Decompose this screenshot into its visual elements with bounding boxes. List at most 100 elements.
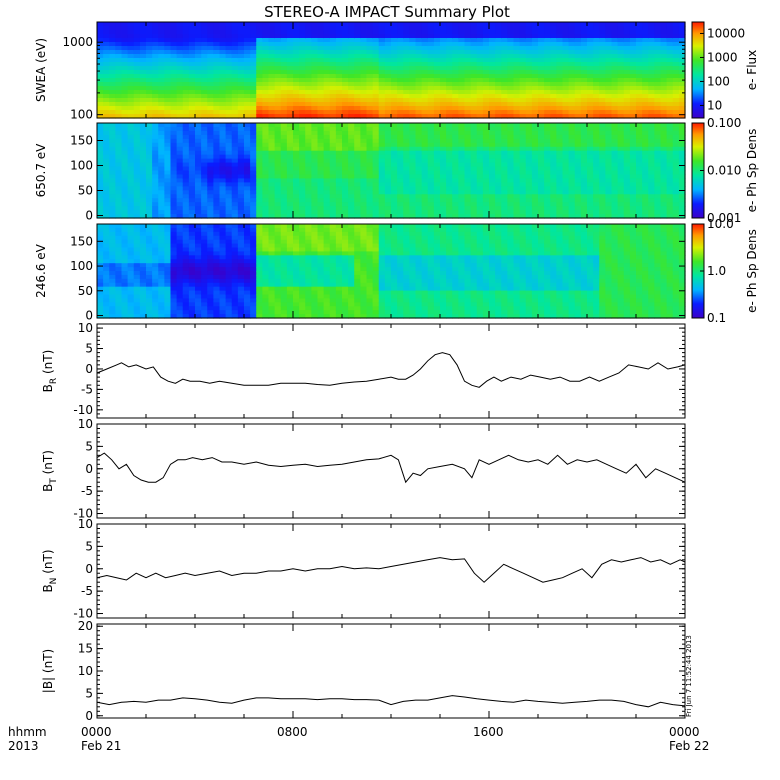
pad650-cell	[133, 178, 141, 183]
pad650-cell	[354, 214, 361, 219]
swea-cell	[262, 110, 270, 115]
swea-cell	[335, 74, 343, 79]
pad650-cell	[182, 170, 190, 176]
swea-cell	[121, 94, 129, 99]
pad650-cell	[262, 210, 270, 215]
pad650-cell	[531, 123, 539, 128]
swea-cell	[274, 70, 282, 75]
pad650-cell	[133, 170, 141, 176]
pad650-cell	[519, 158, 527, 164]
swea-cell	[464, 106, 472, 111]
pad246-cell	[109, 298, 116, 303]
pad650-cell	[617, 162, 625, 168]
pad650-cell	[146, 138, 153, 144]
pad650-cell	[464, 138, 472, 144]
swea-cell	[617, 58, 625, 63]
pad650-cell	[360, 130, 368, 136]
pad650-cell	[305, 202, 312, 207]
pad650-cell	[623, 146, 631, 152]
swea-cell	[188, 74, 196, 79]
pad650-cell	[237, 186, 245, 191]
swea-cell	[121, 102, 129, 107]
swea-cell	[201, 106, 208, 111]
pad246-cell	[121, 251, 129, 256]
swea-cell	[213, 102, 221, 107]
swea-cell	[458, 66, 466, 71]
swea-cell	[323, 46, 331, 51]
swea-cell	[397, 86, 404, 91]
swea-cell	[507, 114, 515, 119]
swea-cell	[580, 78, 588, 83]
swea-cell	[146, 82, 153, 87]
pad650-cell	[611, 214, 619, 219]
pad650-cell	[121, 123, 129, 128]
pad246-cell	[158, 231, 165, 237]
swea-cell	[391, 90, 398, 95]
swea-cell	[286, 58, 294, 63]
swea-cell	[262, 50, 270, 55]
pad650-cell	[574, 174, 582, 180]
pad650-colorbar-tick-label: 0.010	[707, 164, 741, 178]
pad650-cell	[103, 154, 110, 160]
swea-cell	[237, 114, 245, 119]
pad650-cell	[409, 178, 417, 183]
pad246-cell	[133, 231, 141, 237]
pad650-cell	[391, 134, 398, 140]
swea-cell	[139, 110, 147, 115]
swea-cell	[293, 98, 300, 103]
swea-cell	[531, 38, 539, 43]
pad650-cell	[329, 126, 337, 132]
swea-cell	[654, 22, 662, 27]
pad650-cell	[146, 190, 153, 195]
swea-cell	[580, 30, 588, 35]
swea-cell	[213, 98, 221, 103]
swea-cell	[495, 26, 502, 31]
swea-cell	[495, 22, 502, 27]
swea-cell	[342, 106, 349, 111]
swea-cell	[489, 50, 496, 55]
pad650-cell	[176, 194, 184, 199]
swea-cell	[544, 70, 551, 75]
pad650-cell	[427, 178, 435, 183]
pad650-cell	[268, 162, 276, 168]
swea-cell	[225, 62, 233, 67]
swea-cell	[127, 38, 135, 43]
swea-cell	[293, 46, 300, 51]
pad650-cell	[250, 198, 257, 203]
swea-cell	[525, 34, 533, 39]
pad246-cell	[109, 247, 116, 253]
pad650-cell	[231, 190, 239, 195]
pad650-cell	[397, 178, 404, 183]
swea-cell	[317, 82, 325, 87]
swea-cell	[525, 50, 533, 55]
pad650-cell	[176, 170, 184, 176]
pad650-cell	[599, 158, 606, 164]
swea-cell	[360, 102, 368, 107]
swea-cell	[237, 90, 245, 95]
swea-cell	[195, 62, 202, 67]
pad650-cell	[384, 170, 392, 176]
pad650-cell	[121, 154, 129, 160]
swea-cell	[611, 114, 619, 119]
pad650-cell	[299, 130, 306, 136]
pad650-cell	[299, 154, 306, 160]
swea-cell	[495, 102, 502, 107]
swea-cell	[146, 66, 153, 71]
swea-cell	[170, 30, 178, 35]
swea-cell	[335, 70, 343, 75]
pad650-cell	[678, 166, 686, 172]
pad650-cell	[121, 182, 129, 187]
swea-cell	[176, 86, 184, 91]
pad650-cell	[611, 178, 619, 183]
swea-cell	[427, 70, 435, 75]
pad650-cell	[544, 214, 551, 219]
pad650-cell	[464, 150, 472, 156]
pad650-cell	[127, 210, 135, 215]
pad246-cell	[115, 224, 123, 229]
pad246-cell	[158, 259, 165, 264]
pad650-cell	[360, 123, 368, 128]
pad650-cell	[139, 123, 147, 128]
swea-cell	[103, 58, 110, 63]
pad650-cell	[311, 202, 319, 207]
pad650-cell	[574, 130, 582, 136]
